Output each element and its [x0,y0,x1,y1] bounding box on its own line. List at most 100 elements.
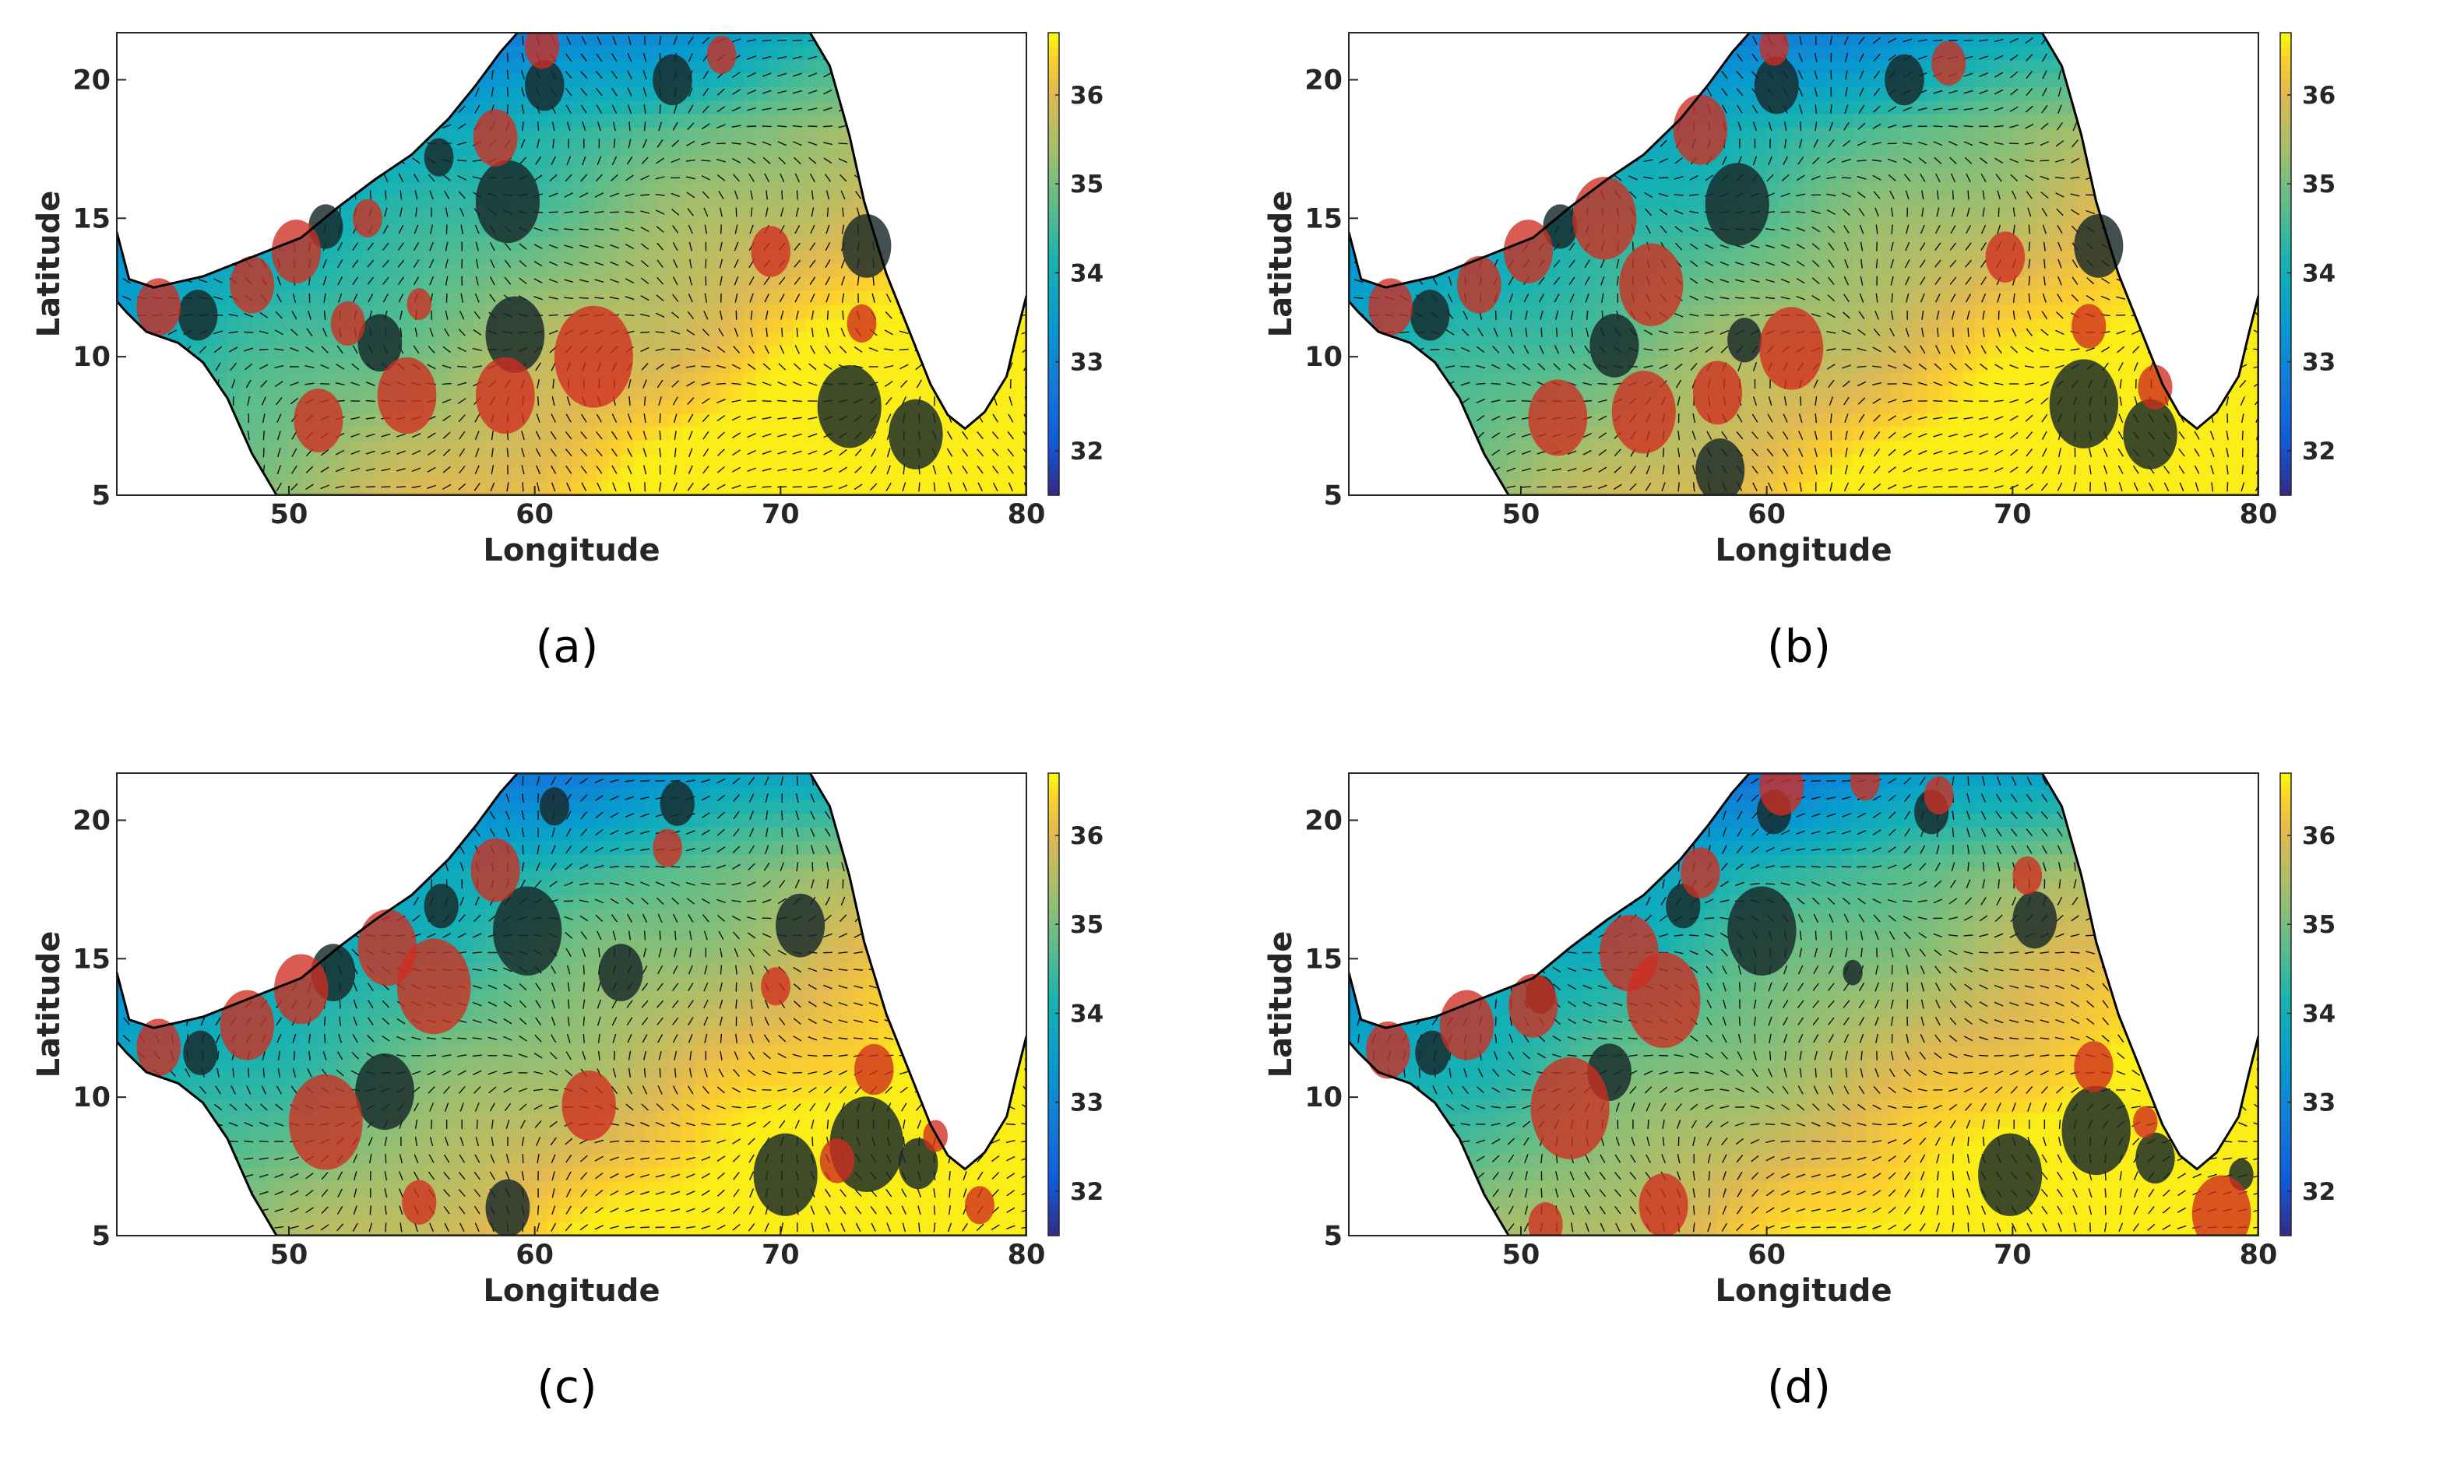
colorbar-tick-label: 32 [2302,1178,2336,1206]
cold-eddy [2061,1086,2130,1176]
warm-eddy [1528,379,1587,455]
colorbar-tick-label: 34 [2302,1000,2336,1028]
y-tick-label: 15 [72,203,111,234]
y-tick-label: 20 [72,65,111,96]
y-tick-label: 10 [72,1082,111,1113]
panel-label: (c) [537,1360,597,1413]
colorbar-tick-label: 32 [2302,438,2336,466]
warm-eddy [476,357,535,434]
warm-eddy [294,389,343,452]
x-tick-label: 70 [762,1240,800,1271]
y-axis-label: Latitude [31,191,67,338]
x-tick-label: 50 [1502,499,1540,530]
cold-eddy [1727,318,1762,362]
cold-eddy [1705,163,1769,245]
x-tick-label: 70 [1994,1240,2032,1271]
warm-eddy [847,304,877,343]
warm-eddy [1440,990,1494,1060]
x-tick-label: 50 [270,1240,308,1271]
cold-eddy [540,787,569,825]
colorbar-tick-label: 34 [2302,259,2336,287]
colorbar-tick-label: 33 [2302,1089,2336,1117]
cold-eddy [2050,359,2118,448]
y-tick-label: 5 [92,1221,111,1252]
warm-eddy [1627,952,1701,1048]
warm-eddy [1924,776,1954,814]
warm-eddy [554,306,633,408]
y-tick-label: 15 [1304,944,1343,975]
y-tick-label: 20 [72,805,111,836]
warm-eddy [407,288,431,320]
x-tick-label: 60 [1748,499,1786,530]
x-tick-label: 80 [1008,499,1046,530]
cold-eddy [818,365,882,448]
warm-eddy [289,1074,363,1170]
warm-eddy [1619,244,1683,326]
x-axis-label: Longitude [483,1273,660,1309]
cold-eddy [1978,1134,2042,1216]
x-tick-label: 50 [270,499,308,530]
colorbar-tick-label: 33 [1070,1089,1104,1117]
y-tick-label: 5 [92,480,111,512]
x-tick-label: 60 [1748,1240,1786,1271]
colorbar-tick-label: 35 [2302,171,2336,199]
colorbar-tick-label: 34 [1070,259,1104,287]
cold-eddy [355,1053,414,1130]
warm-eddy [761,967,790,1005]
warm-eddy [230,256,274,314]
cold-eddy [1843,960,1863,986]
colorbar-tick-label: 34 [1070,1000,1104,1028]
colorbar-tick-label: 36 [2302,822,2336,850]
y-tick-label: 10 [1304,1082,1343,1113]
colorbar-tick-label: 35 [1070,911,1104,939]
cold-eddy [653,55,692,105]
y-tick-label: 10 [1304,342,1343,373]
cold-eddy [476,160,540,243]
colorbar-tick-label: 32 [1070,1178,1104,1206]
x-tick-label: 70 [762,499,800,530]
warm-eddy [378,357,437,434]
cold-eddy [1410,290,1450,340]
x-tick-label: 70 [1994,499,2032,530]
x-tick-label: 80 [1008,1240,1046,1271]
x-tick-label: 60 [516,1240,554,1271]
warm-eddy [2072,304,2106,348]
cold-eddy [2123,399,2177,469]
warm-eddy [1931,40,1966,85]
x-tick-label: 80 [2240,499,2278,530]
x-tick-label: 50 [1502,1240,1540,1271]
x-axis-label: Longitude [1715,533,1892,568]
cold-eddy [889,399,942,469]
cold-eddy [424,884,459,928]
warm-eddy [1693,360,1742,424]
warm-eddy [1508,974,1558,1038]
panel-label: (a) [536,620,599,673]
y-axis-label: Latitude [31,931,67,1078]
warm-eddy [1639,1173,1688,1237]
warm-eddy [854,1044,894,1095]
cold-eddy [1695,438,1744,502]
warm-eddy [272,220,321,283]
y-tick-label: 15 [72,944,111,975]
cold-eddy [2135,1133,2175,1183]
cold-eddy [486,1180,530,1237]
cold-eddy [183,1031,217,1075]
cold-eddy [1727,886,1796,976]
panel-label: (d) [1767,1360,1831,1413]
x-tick-label: 60 [516,499,554,530]
warm-eddy [1504,220,1553,283]
colorbar-tick-label: 33 [1070,349,1104,377]
warm-eddy [331,301,365,346]
cold-eddy [1885,55,1924,105]
warm-eddy [1759,758,1804,816]
y-tick-label: 15 [1304,203,1343,234]
y-tick-label: 20 [1304,65,1343,96]
